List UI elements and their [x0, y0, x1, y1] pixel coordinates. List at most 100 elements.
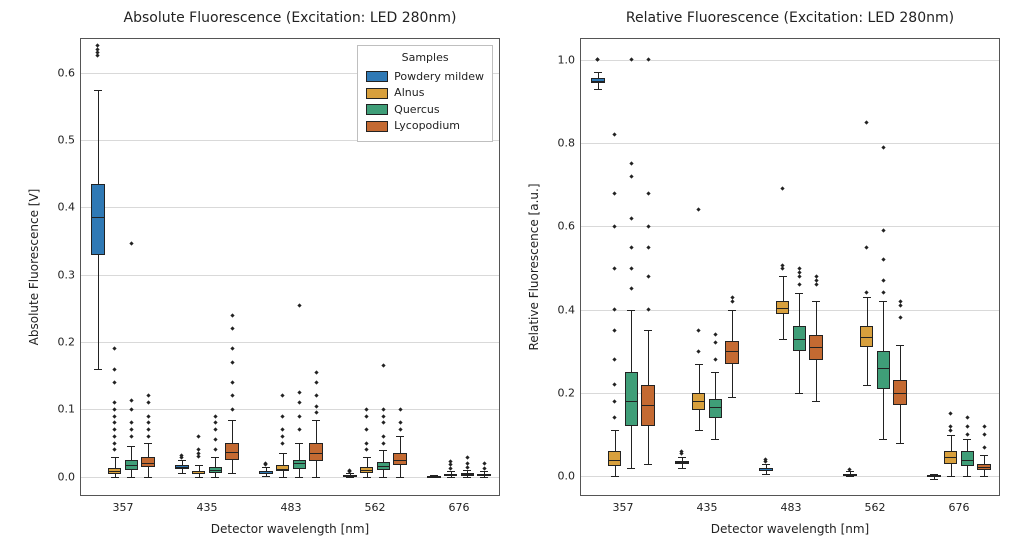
outlier: [146, 434, 150, 438]
gridline: [581, 310, 999, 311]
median: [860, 337, 873, 338]
outlier: [314, 411, 318, 415]
gridline: [581, 226, 999, 227]
outlier: [112, 407, 116, 411]
whisker: [867, 347, 868, 384]
legend-label: Alnus: [394, 85, 424, 102]
whisker-cap: [779, 276, 787, 277]
ytick: 1.0: [558, 53, 576, 66]
outlier: [898, 299, 902, 303]
xtick: 435: [197, 501, 218, 514]
outlier: [314, 380, 318, 384]
median: [977, 467, 990, 468]
outlier: [629, 162, 633, 166]
outlier: [465, 465, 469, 469]
whisker: [900, 345, 901, 380]
outlier: [646, 308, 650, 312]
legend-label: Quercus: [394, 102, 439, 119]
ytick: 0.8: [558, 137, 576, 150]
median: [893, 393, 906, 394]
outlier: [196, 451, 200, 455]
legend-item: Alnus: [366, 85, 484, 102]
plot-area: 0.00.10.20.30.40.50.6357435483562676Samp…: [80, 38, 500, 496]
outlier: [146, 401, 150, 405]
whisker: [648, 426, 649, 463]
whisker: [98, 255, 99, 370]
median: [461, 475, 474, 476]
outlier: [129, 434, 133, 438]
xtick: 435: [697, 501, 718, 514]
outlier: [381, 364, 385, 368]
outlier: [297, 401, 301, 405]
whisker: [883, 301, 884, 351]
outlier: [646, 224, 650, 228]
median: [225, 452, 238, 453]
whisker-cap: [695, 430, 703, 431]
outlier: [112, 414, 116, 418]
outlier: [482, 461, 486, 465]
whisker: [699, 410, 700, 431]
whisker-cap: [144, 477, 152, 478]
whisker: [383, 470, 384, 477]
whisker-cap: [611, 476, 619, 477]
outlier: [297, 390, 301, 394]
whisker-cap: [728, 310, 736, 311]
whisker-cap: [594, 72, 602, 73]
outlier: [129, 241, 133, 245]
median: [91, 217, 104, 218]
outlier: [482, 467, 486, 471]
whisker-cap: [463, 470, 471, 471]
outlier: [864, 245, 868, 249]
ytick: 0.2: [58, 336, 76, 349]
median: [877, 368, 890, 369]
whisker-cap: [863, 297, 871, 298]
outlier: [129, 399, 133, 403]
whisker-cap: [447, 471, 455, 472]
outlier: [612, 224, 616, 228]
legend-swatch: [366, 121, 388, 132]
outlier: [646, 191, 650, 195]
outlier: [146, 421, 150, 425]
outlier: [213, 448, 217, 452]
outlier: [230, 380, 234, 384]
xlabel: Detector wavelength [nm]: [580, 522, 1000, 536]
outlier: [398, 407, 402, 411]
whisker-cap: [195, 477, 203, 478]
outlier: [713, 341, 717, 345]
whisker: [715, 372, 716, 399]
median: [108, 471, 121, 472]
whisker-cap: [228, 420, 236, 421]
whisker-cap: [396, 436, 404, 437]
ytick: 0.2: [558, 386, 576, 399]
whisker-cap: [279, 453, 287, 454]
outlier: [713, 332, 717, 336]
median: [309, 453, 322, 454]
outlier: [297, 414, 301, 418]
whisker: [615, 430, 616, 451]
whisker-cap: [127, 446, 135, 447]
whisker-cap: [812, 301, 820, 302]
outlier: [465, 461, 469, 465]
xtick: 483: [281, 501, 302, 514]
outlier: [314, 394, 318, 398]
median: [477, 475, 490, 476]
whisker: [967, 466, 968, 476]
figure: Absolute Fluorescence (Excitation: LED 2…: [0, 0, 1024, 558]
xlabel: Detector wavelength [nm]: [80, 522, 500, 536]
whisker-cap: [896, 443, 904, 444]
ylabel: Relative Fluorescence [a.u.]: [527, 183, 541, 350]
whisker-cap: [312, 420, 320, 421]
outlier: [297, 428, 301, 432]
box: [393, 453, 406, 464]
whisker: [299, 469, 300, 477]
outlier: [864, 120, 868, 124]
outlier: [612, 266, 616, 270]
outlier: [381, 414, 385, 418]
outlier: [230, 394, 234, 398]
outlier: [948, 428, 952, 432]
gridline: [81, 207, 499, 208]
legend-item: Lycopodium: [366, 118, 484, 135]
xtick: 676: [449, 501, 470, 514]
whisker-cap: [812, 401, 820, 402]
box: [91, 184, 104, 255]
